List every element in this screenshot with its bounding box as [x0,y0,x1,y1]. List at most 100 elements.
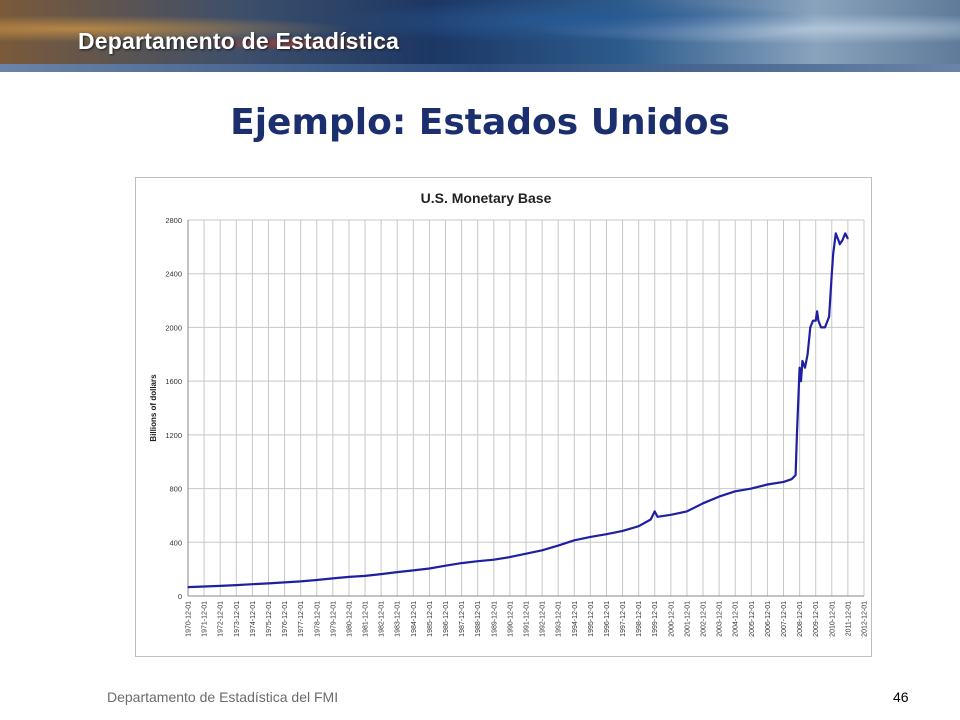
y-tick-label: 1600 [165,377,182,386]
x-tick-label: 1991-12-01 [523,601,530,637]
x-tick-label: 1970-12-01 [186,601,193,637]
data-point [841,239,844,241]
y-tick-label: 0 [178,592,182,601]
data-point [839,243,841,245]
data-point [444,565,447,567]
data-point [332,577,334,580]
x-tick-label: 1989-12-01 [491,601,498,637]
data-point [686,510,688,512]
x-tick-label: 2001-12-01 [684,601,691,637]
data-point [621,530,624,532]
x-tick-label: 2004-12-01 [733,601,740,637]
x-tick-label: 1977-12-01 [298,601,305,637]
data-point [460,562,463,564]
data-point [283,581,286,584]
data-point [828,316,830,318]
data-point [316,579,318,581]
data-point [831,273,833,275]
data-point [251,583,253,585]
data-point [824,326,826,329]
footer-source: Departamento de Estadística del FMI [107,689,339,705]
x-tick-label: 1975-12-01 [266,601,273,637]
chart-title: U.S. Monetary Base [421,190,552,206]
page-number: 46 [893,689,909,705]
x-tick-label: 1987-12-01 [459,601,466,637]
data-point [557,545,559,547]
x-tick-label: 2007-12-01 [781,601,788,637]
data-point [654,510,656,512]
x-tick-label: 2009-12-01 [813,601,820,637]
x-tick-label: 2003-12-01 [717,601,724,637]
data-point [734,490,736,492]
x-tick-label: 2008-12-01 [797,601,804,637]
x-tick-label: 1999-12-01 [652,601,659,637]
x-tick-label: 1984-12-01 [411,601,418,637]
chart-frame: U.S. Monetary Base 0 400 800 1200 1600 2000 240… [135,177,872,657]
data-point [804,367,806,369]
data-point [807,353,809,355]
x-tick-label: 1982-12-01 [379,601,386,637]
data-point [766,483,769,486]
data-point [477,560,479,562]
data-point [589,536,591,538]
data-point [493,559,495,561]
data-point [203,585,205,588]
data-point [801,360,803,362]
y-tick-label: 800 [169,485,182,494]
x-tick-label: 1980-12-01 [346,601,353,637]
y-tick-label: 400 [169,538,182,547]
data-point [837,239,840,241]
data-point [835,232,837,235]
x-tick-label: 1988-12-01 [475,601,482,637]
data-point [817,320,820,322]
slide-title: Ejemplo: Estados Unidos [230,102,730,143]
data-point [650,518,652,521]
data-point [796,434,798,436]
data-point [638,525,640,527]
x-tick-label: 1973-12-01 [234,601,241,637]
data-point [412,569,414,571]
data-point [844,232,846,235]
x-tick-label: 1996-12-01 [604,601,611,637]
data-point [820,326,822,329]
x-tick-label: 1998-12-01 [636,601,643,637]
data-point [348,576,350,578]
x-tick-label: 1985-12-01 [427,601,434,637]
data-point [235,584,237,586]
y-tick-label: 2000 [165,323,182,332]
x-tick-label: 1978-12-01 [314,601,321,637]
x-tick-label: 1983-12-01 [395,601,402,637]
data-point [267,582,270,584]
data-point [795,474,797,476]
data-point [718,496,720,498]
data-point [573,539,575,541]
x-tick-label: 2011-12-01 [845,601,852,636]
data-point [702,502,704,504]
x-tick-label: 2012-12-01 [862,601,869,637]
data-point [670,514,672,516]
data-point [380,573,382,575]
data-point [800,380,802,382]
y-tick-label: 2400 [165,270,182,279]
data-point [656,516,659,518]
x-tick-label: 1979-12-01 [330,601,337,637]
x-tick-label: 1974-12-01 [250,601,257,637]
data-point [812,320,814,322]
x-tick-label: 1995-12-01 [588,601,595,637]
data-point [847,238,849,240]
y-tick-label: 1200 [165,431,182,440]
monetary-base-chart: U.S. Monetary Base 0 400 800 1200 1600 2000 240… [149,190,869,637]
data-point [509,556,511,558]
x-tick-label: 1994-12-01 [572,601,579,637]
header-banner: Departamento de Estadística [0,0,960,72]
x-tick-label: 2005-12-01 [749,601,756,637]
x-tick-label: 2010-12-01 [829,601,836,637]
x-tick-label: 2002-12-01 [701,601,708,637]
x-tick-label: 1993-12-01 [556,601,563,637]
data-point [541,549,543,551]
y-tick-label: 2800 [165,216,182,225]
data-point [525,553,527,555]
x-tick-label: 1976-12-01 [282,601,289,637]
x-tick-label: 1992-12-01 [540,601,547,637]
data-point [832,252,834,255]
